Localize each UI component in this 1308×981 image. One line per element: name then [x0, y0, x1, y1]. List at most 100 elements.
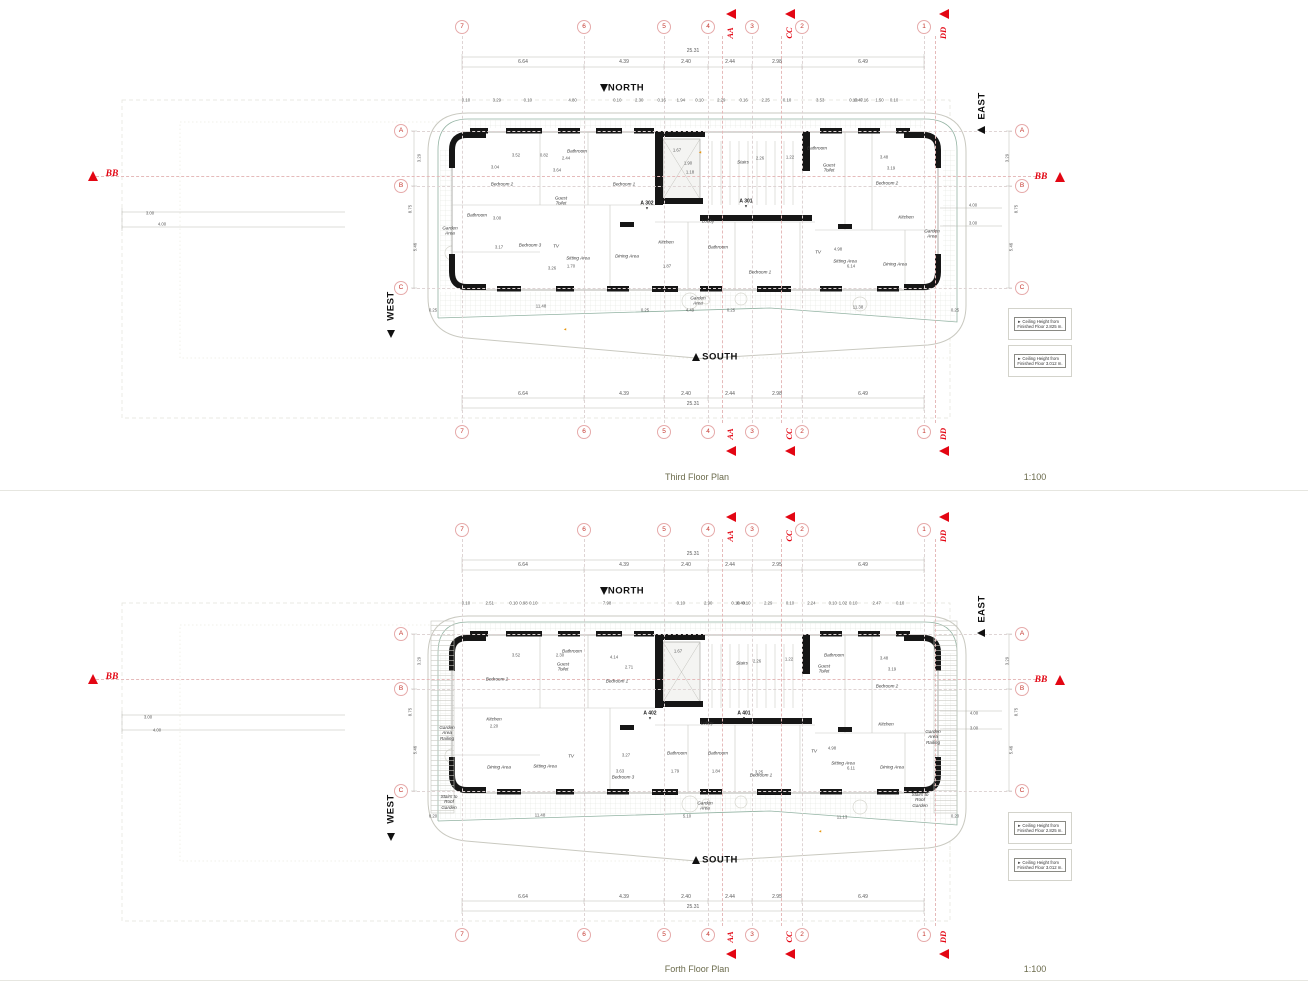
dimension-label: 11.13 — [836, 814, 848, 820]
dimension-label: 1.22 — [785, 154, 795, 160]
north-arrow-icon — [600, 84, 608, 92]
dimension-label: 0.16 — [657, 97, 666, 103]
room-label: Guest Toilet — [817, 663, 831, 674]
room-label: Guest Toilet — [556, 661, 570, 672]
dimension-label: 2.44 — [725, 894, 735, 900]
grid-column-marker: 7 — [455, 523, 469, 537]
dimension-label: 1.18 — [685, 169, 695, 175]
dimension-label: 2.44 — [725, 59, 735, 65]
dimension-label: 5.46 — [412, 745, 418, 755]
ref-marker: A 302 ▼ — [640, 201, 653, 211]
dimension-label: 3.52 — [511, 652, 521, 658]
section-label: BB — [1034, 172, 1048, 182]
room-label: Kitchen — [898, 214, 914, 220]
dimension-label: 6.64 — [518, 562, 528, 568]
room-label: Stairs — [736, 660, 748, 666]
dimension-label: 3.00 — [145, 210, 155, 216]
legend-note: ►Ceiling Height from Finished Floor 3.012… — [1014, 857, 1066, 873]
room-label: Bathroom — [708, 244, 728, 250]
dimension-label: 2.95 — [772, 562, 782, 568]
grid-column-marker: 4 — [701, 20, 715, 34]
grid-line — [752, 36, 753, 423]
dimension-label: 2.24 — [807, 600, 816, 606]
dimension-label: 0.10 — [828, 600, 837, 606]
dimension-label: 3.04 — [490, 164, 500, 170]
section-arrow-icon — [726, 512, 736, 522]
dimension-label: 6.49 — [858, 59, 868, 65]
level-marker-icon: ◄ — [563, 326, 567, 332]
room-label: Guest Toilet — [554, 195, 568, 206]
dimension-label: 3.63 — [615, 768, 625, 774]
dimension-label: 0.10 — [889, 97, 899, 103]
grid-column-marker: 1 — [917, 523, 931, 537]
grid-line — [412, 288, 1012, 289]
section-arrow-icon — [1055, 172, 1065, 182]
grid-row-marker: C — [394, 784, 408, 798]
dimension-label: 11.48 — [535, 303, 547, 309]
ref-marker-arrow-icon: ▼ — [645, 205, 649, 211]
grid-line — [584, 539, 585, 926]
dimension-label: 5.46 — [1008, 745, 1014, 755]
grid-row-marker: A — [394, 627, 408, 641]
section-line — [96, 679, 1046, 680]
grid-line — [584, 36, 585, 423]
grid-line — [412, 634, 1012, 635]
section-arrow-icon — [726, 949, 736, 959]
room-label: Bathroom — [467, 212, 487, 218]
grid-line — [752, 539, 753, 926]
section-arrow-icon — [726, 9, 736, 19]
dimension-label: 6.11 — [846, 765, 856, 771]
dimension-label: 4.39 — [619, 562, 629, 568]
ref-marker-label: A 301 — [739, 198, 753, 205]
dimension-label: 3.29 — [492, 97, 502, 103]
plan-title: Forth Floor Plan — [664, 964, 730, 974]
dimension-label: 4.00 — [969, 710, 979, 716]
room-label: Bathroom — [667, 750, 687, 756]
dimension-label: 3.19 — [886, 165, 896, 171]
dimension-label: 0.25 — [726, 307, 736, 313]
room-label: Bathroom — [807, 145, 827, 151]
dimension-total: 25.31 — [686, 904, 700, 910]
grid-line — [802, 36, 803, 423]
room-label: Bedroom 1 — [605, 678, 629, 684]
room-label: Kitchen — [658, 239, 674, 245]
grid-column-marker: 1 — [917, 928, 931, 942]
room-label: Stairs to Roof Garden — [440, 794, 458, 810]
dimension-label: 2.29 — [764, 600, 773, 606]
dimension-label: 6.64 — [518, 894, 528, 900]
grid-row-marker: A — [394, 124, 408, 138]
grid-line — [664, 539, 665, 926]
dimension-label: 3.48 — [879, 154, 889, 160]
grid-column-marker: 5 — [657, 425, 671, 439]
grid-column-marker: 4 — [701, 523, 715, 537]
room-label: Garden Area — [697, 800, 713, 811]
room-label: Garden Area — [442, 225, 458, 236]
dimension-label: 2.47 — [872, 600, 881, 606]
section-arrow-icon — [785, 949, 795, 959]
south-arrow-icon — [692, 353, 700, 361]
room-label: Guest Toilet — [822, 162, 836, 173]
grid-column-marker: 6 — [577, 425, 591, 439]
grid-column-marker: 3 — [745, 523, 759, 537]
room-label: Garden Area — [924, 228, 940, 239]
section-label: CC — [784, 428, 794, 440]
room-label: Kitchen — [486, 716, 502, 722]
ref-marker: A 402 ▼ — [643, 710, 657, 721]
room-label: Bathroom — [567, 148, 587, 154]
arrow-icon: ► — [1017, 822, 1022, 828]
dimension-label: 0.10 — [849, 97, 858, 103]
grid-row-marker: B — [1015, 682, 1029, 696]
dimension-label: 6.14 — [846, 263, 856, 269]
compass-south: SOUTH — [702, 854, 738, 866]
dimension-label: 4.39 — [619, 894, 629, 900]
roof-stairs-graphic — [430, 620, 958, 814]
dimension-label: 2.44 — [725, 562, 735, 568]
dimension-label: 11.48 — [534, 812, 546, 818]
ref-marker-label: A 402 — [643, 710, 657, 717]
dimension-label: 3.53 — [816, 97, 825, 103]
dimension-label: 8.75 — [407, 707, 413, 717]
section-label: DD — [938, 930, 948, 944]
dimension-label: 0.10 — [461, 600, 471, 606]
room-label: Bedroom 3 — [611, 774, 635, 780]
